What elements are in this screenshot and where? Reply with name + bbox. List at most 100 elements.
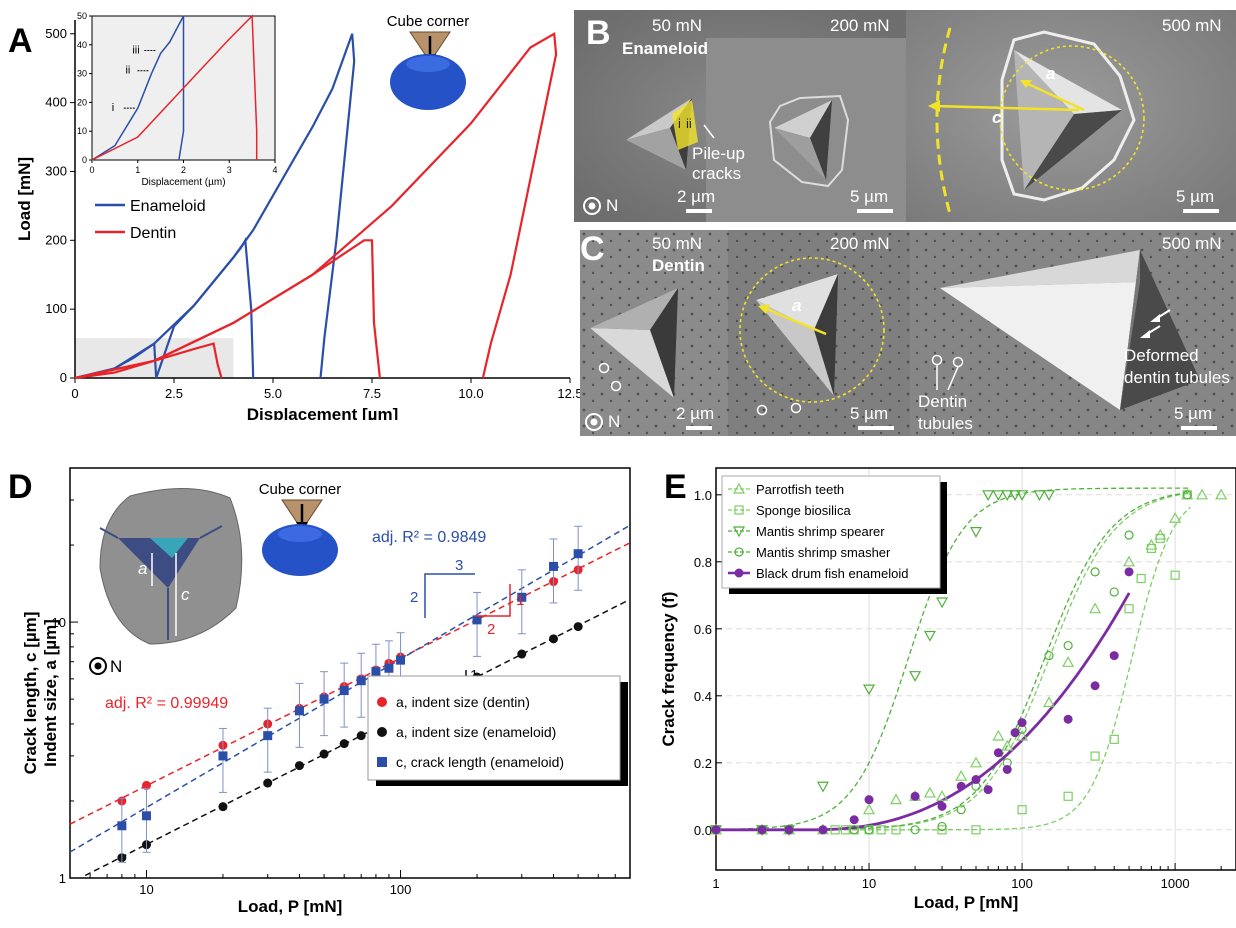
data-point-indent-enameloid: [294, 761, 304, 771]
inset-x-tick-label: 0: [89, 165, 94, 175]
data-point-crack-length: [384, 663, 394, 673]
data-point-series-2: [936, 597, 949, 609]
fit-line-0: [69, 542, 630, 825]
y-tick-label: 1.0: [694, 488, 712, 503]
x-tick-label: 2.5: [165, 386, 183, 401]
x-tick-label: 100: [1011, 876, 1033, 891]
data-point-series-2: [969, 527, 983, 538]
data-point-series-4: [818, 825, 828, 835]
data-point-series-3: [849, 825, 859, 835]
c-dentin-tubules-label: dentin tubules: [1124, 368, 1230, 387]
crack-line: [199, 525, 223, 539]
data-point-series-0: [969, 756, 983, 768]
c-load-50: 50 mN: [652, 234, 703, 253]
indent-triangle: [118, 538, 200, 588]
data-point-series-4: [956, 781, 966, 791]
data-point-series-4: [1063, 714, 1073, 724]
b-load-500: 500 mN: [1162, 16, 1222, 35]
data-point-crack-length: [294, 706, 304, 716]
data-point-series-4: [1002, 765, 1012, 774]
legend-marker-1: [734, 505, 744, 515]
c-scalebar-1-label: 2 µm: [676, 404, 715, 423]
data-point-crack-length: [356, 676, 366, 686]
data-point-series-4: [784, 825, 794, 835]
panel-letter-e: E: [664, 468, 687, 506]
data-point-series-0: [863, 803, 876, 815]
inset-curve-0: [91, 15, 185, 161]
legend-label-4: Black drum fish enameloid: [756, 566, 908, 581]
data-point-series-2: [1016, 490, 1029, 502]
data-point-crack-length: [573, 549, 583, 559]
crack-line: [99, 527, 119, 539]
inset-y-tick-label: 0: [82, 155, 87, 165]
panel-b-sem-enameloid: B 50 mN 200 mN 500 mN Enameloid i ii Pil…: [574, 10, 1236, 222]
data-point-crack-length: [218, 751, 228, 761]
legend-label-3: Mantis shrimp smasher: [756, 545, 891, 560]
inset-x-tick-label: 1: [135, 165, 140, 175]
fit-line-1: [84, 599, 630, 877]
panel-d-log-log-chart: 10 100 1 10 Load, P [mN] Crack length, c [µm]…: [21, 467, 631, 916]
b-scalebar-1-label: 2 µm: [677, 187, 716, 206]
data-point-indent-enameloid: [218, 802, 228, 812]
data-point-series-4: [993, 748, 1003, 758]
curve-dentin-2: [74, 342, 223, 380]
data-point-series-1: [830, 825, 840, 835]
data-point-series-4: [1010, 728, 1020, 738]
b-scalebar-3-label: 5 µm: [1176, 187, 1215, 206]
data-point-indent-enameloid: [549, 634, 559, 644]
tooth-sample-top: [278, 526, 322, 542]
data-point-crack-length: [263, 731, 273, 741]
y-tick-label: 400: [45, 95, 67, 110]
inset-mark-iii: iii: [132, 45, 139, 57]
data-point-series-4: [971, 775, 981, 785]
inset-y-tick-label: 20: [77, 97, 87, 107]
data-point-series-1: [876, 825, 886, 835]
y-axis-label: Load [mN]: [15, 157, 34, 241]
legend-marker-0: [377, 697, 387, 707]
data-point-series-4: [1109, 651, 1119, 661]
cube-corner-label: Cube corner: [259, 481, 342, 498]
data-point-crack-length: [141, 811, 151, 821]
panel-letter-a: A: [8, 22, 33, 60]
b-load-200: 200 mN: [830, 16, 890, 35]
data-point-series-0: [1215, 488, 1228, 500]
data-point-series-1: [1136, 573, 1146, 584]
data-point-series-4: [864, 795, 874, 805]
data-point-crack-length: [319, 694, 329, 704]
data-point-series-0: [1042, 696, 1056, 708]
data-point-indent-enameloid: [339, 739, 349, 749]
data-point-series-4: [849, 815, 859, 825]
x-tick-label: 10: [862, 876, 876, 891]
data-point-indent-enameloid: [517, 649, 527, 659]
data-point-indent-enameloid: [356, 731, 366, 741]
b-orientation-n: N: [606, 196, 619, 215]
y-tick-label: 0.6: [694, 622, 712, 637]
fit-curve-2: [715, 487, 1191, 831]
y-tick-label: 500: [45, 26, 67, 41]
data-point-series-3: [1090, 567, 1100, 577]
data-point-series-3: [910, 825, 920, 835]
b-load-50: 50 mN: [652, 16, 703, 35]
y-tick-label: 200: [45, 232, 67, 247]
slope-label-crack-run: 3: [455, 557, 463, 574]
data-point-series-0: [923, 786, 936, 798]
legend-label-0: Enameloid: [130, 198, 206, 215]
data-point-crack-length: [117, 821, 127, 831]
data-point-crack-length: [472, 615, 482, 625]
inset-label-a: a: [138, 559, 147, 578]
inset-mark-i: i: [112, 102, 114, 114]
b-mark-ii: ii: [686, 116, 692, 131]
slope-label-crack-rise: 2: [410, 589, 418, 606]
legend-label-1: Dentin: [130, 225, 176, 242]
data-point-series-2: [923, 630, 936, 642]
inset-y-tick-label: 40: [77, 40, 87, 50]
data-point-series-2: [992, 490, 1005, 502]
fit-line-2: [69, 525, 630, 853]
data-point-series-1: [1109, 734, 1119, 744]
curve-enameloid-1: [74, 33, 356, 380]
c-load-200: 200 mN: [830, 234, 890, 253]
data-point-series-3: [956, 805, 966, 815]
fit-curve-0: [716, 492, 1191, 831]
x-tick-label: 100: [390, 882, 412, 897]
inset-x-tick-label: 4: [272, 165, 277, 175]
